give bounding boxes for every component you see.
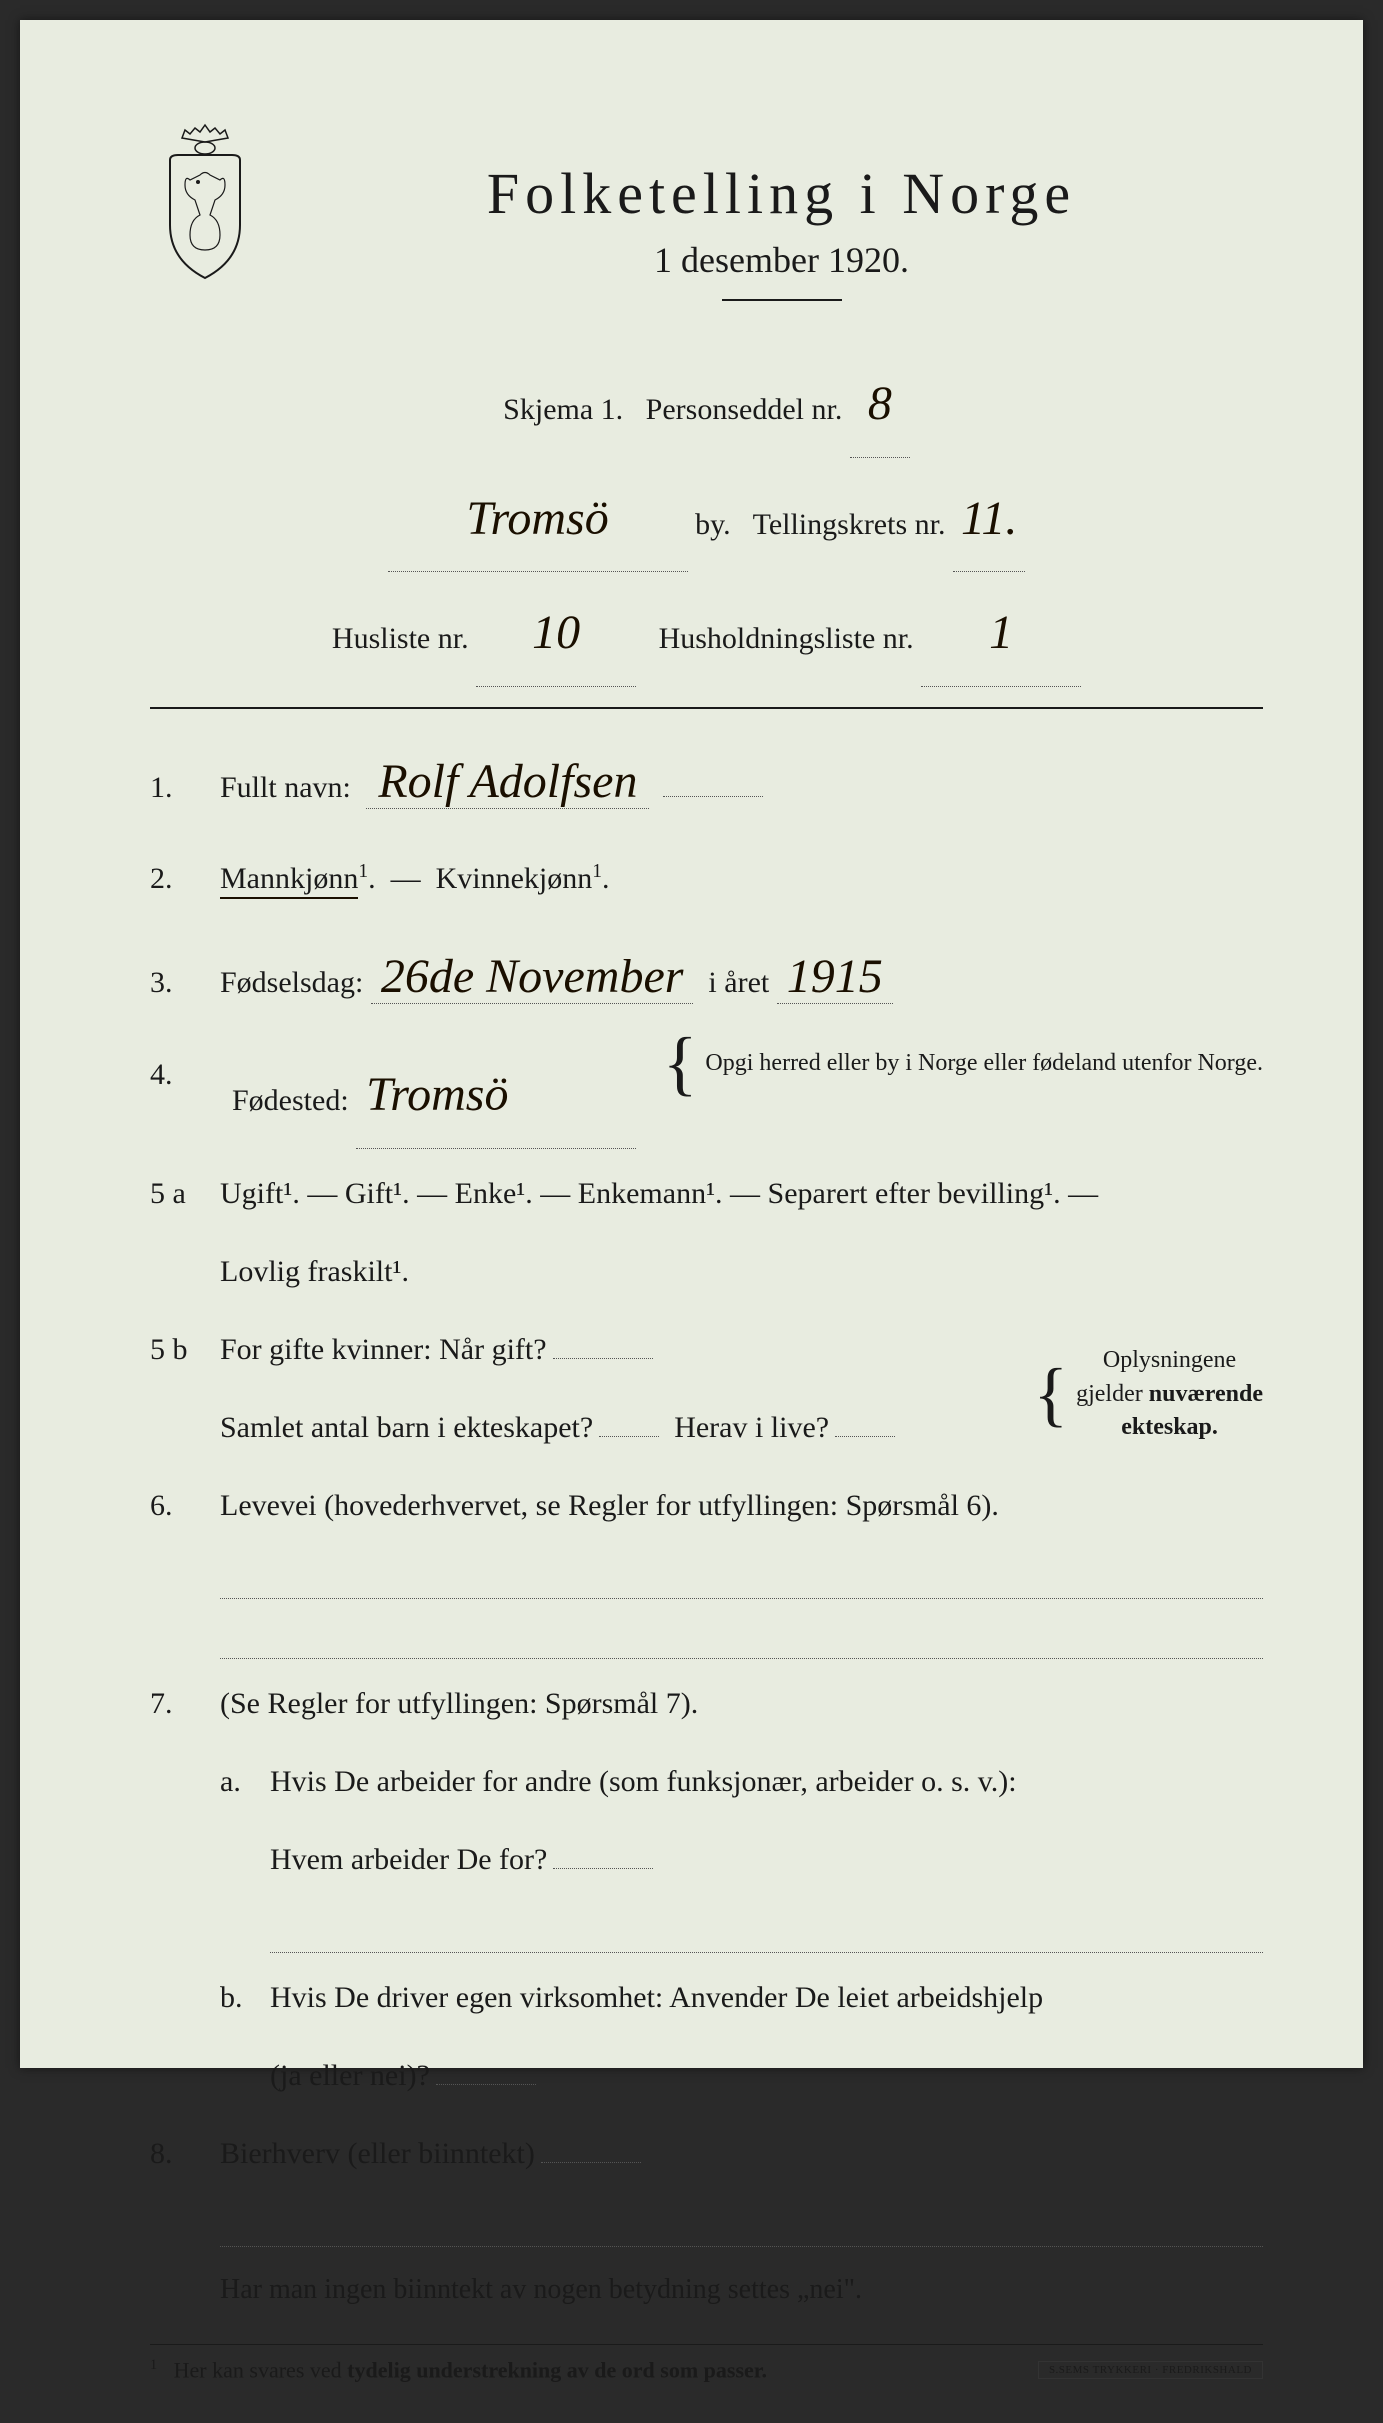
q1-value: Rolf Adolfsen [366, 755, 649, 809]
q7a-text1: Hvis De arbeider for andre (som funksjon… [270, 1749, 1263, 1815]
footnote-text: 1 Her kan svares ved tydelig understrekn… [150, 2357, 767, 2383]
q5b-left: 5 b For gifte kvinner: Når gift? Samlet … [150, 1317, 1024, 1473]
main-title: Folketelling i Norge [300, 160, 1263, 227]
q3-num: 3. [150, 950, 220, 1016]
q8-num: 8. [150, 2121, 220, 2187]
q1-body: Fullt navn: Rolf Adolfsen [220, 729, 1263, 835]
q1-num: 1. [150, 755, 220, 821]
q2-male: Mannkjønn [220, 862, 358, 899]
brace-icon-2: { [1034, 1373, 1069, 1416]
q5a-body: Ugift¹. — Gift¹. — Enke¹. — Enkemann¹. —… [220, 1161, 1263, 1227]
q4-row: 4. Fødested: Tromsö { Opgi herred eller … [150, 1042, 1263, 1149]
q8-fill [220, 2199, 1263, 2247]
husliste-label: Husliste nr. [332, 622, 469, 655]
skjema-label: Skjema 1. [503, 393, 623, 426]
q7b-num: b. [220, 1965, 270, 2031]
q5b-note: Oplysningenegjelder nuværendeekteskap. [1076, 1344, 1263, 1445]
q7b-row: b. Hvis De driver egen virksomhet: Anven… [220, 1965, 1263, 2031]
q4-label: Fødested: [232, 1084, 349, 1117]
footnote-divider [150, 2344, 1263, 2345]
q2-body: Mannkjønn1. — Kvinnekjønn1. [220, 846, 1263, 912]
q3-body: Fødselsdag: 26de November i året 1915 [220, 924, 1263, 1030]
meta-line-2: Tromsö by. Tellingskrets nr. 11. [150, 466, 1263, 573]
printer-mark: S.SEMS TRYKKERI · FREDRIKSHALD [1038, 2361, 1263, 2379]
divider-1 [150, 707, 1263, 709]
q7b-text1: Hvis De driver egen virksomhet: Anvender… [270, 1965, 1263, 2031]
q7b-row2: (ja eller nei)? [270, 2043, 1263, 2109]
q6-label: Levevei (hovederhvervet, se Regler for u… [220, 1473, 1263, 1539]
q2-num: 2. [150, 846, 220, 912]
crest-svg [150, 120, 260, 280]
q1-dotted [663, 767, 763, 797]
meta-block: Skjema 1. Personseddel nr. 8 Tromsö by. … [150, 351, 1263, 687]
q7b-text2: (ja eller nei)? [270, 2043, 1263, 2109]
q7a-text2: Hvem arbeider De for? [270, 1827, 1263, 1893]
q7a-row2: Hvem arbeider De for? [270, 1827, 1263, 1893]
q5a-row2: Lovlig fraskilt¹. [150, 1239, 1263, 1305]
header: Folketelling i Norge 1 desember 1920. [150, 120, 1263, 331]
tellingskrets-nr: 11. [953, 466, 1025, 573]
q5a-options: Ugift¹. — Gift¹. — Enke¹. — Enkemann¹. —… [220, 1177, 1098, 1210]
husholdning-nr: 1 [921, 580, 1081, 687]
q3-label: Fødselsdag: [220, 966, 363, 999]
q6-fill-1 [220, 1551, 1263, 1599]
q2-female: Kvinnekjønn [436, 862, 593, 895]
tellingskrets-label: Tellingskrets nr. [753, 508, 946, 541]
meta-line-1: Skjema 1. Personseddel nr. 8 [150, 351, 1263, 458]
personseddel-label: Personseddel nr. [646, 393, 843, 426]
husholdning-label: Husholdningsliste nr. [659, 622, 914, 655]
meta-line-3: Husliste nr. 10 Husholdningsliste nr. 1 [150, 580, 1263, 687]
q5a-num: 5 a [150, 1161, 220, 1227]
q6-num: 6. [150, 1473, 220, 1539]
q5b-sidenote: { Oplysningenegjelder nuværendeekteskap. [1034, 1344, 1263, 1445]
subtitle: 1 desember 1920. [300, 239, 1263, 281]
q2-row: 2. Mannkjønn1. — Kvinnekjønn1. [150, 846, 1263, 912]
title-divider [722, 299, 842, 301]
q7a-fill [270, 1905, 1263, 1953]
census-page: Folketelling i Norge 1 desember 1920. Sk… [20, 20, 1363, 2068]
form-inner: Folketelling i Norge 1 desember 1920. Sk… [50, 80, 1333, 2423]
personseddel-nr: 8 [850, 351, 910, 458]
q4-value: Tromsö [356, 1042, 636, 1149]
brace-icon: { [663, 1042, 698, 1085]
q1-label: Fullt navn: [220, 771, 351, 804]
q3-day: 26de November [371, 950, 694, 1004]
by-name: Tromsö [388, 466, 688, 573]
q6-fill-2 [220, 1611, 1263, 1659]
q7-label: (Se Regler for utfyllingen: Spørsmål 7). [220, 1671, 1263, 1737]
by-suffix: by. [695, 508, 731, 541]
q5a-row: 5 a Ugift¹. — Gift¹. — Enke¹. — Enkemann… [150, 1161, 1263, 1227]
q3-row: 3. Fødselsdag: 26de November i året 1915 [150, 924, 1263, 1030]
q5b-row: 5 b For gifte kvinner: Når gift? Samlet … [150, 1317, 1263, 1473]
coat-of-arms-icon [150, 120, 260, 280]
q7-num: 7. [150, 1671, 220, 1737]
q8-row: 8. Bierhverv (eller biinntekt) [150, 2121, 1263, 2187]
q6-row: 6. Levevei (hovederhvervet, se Regler fo… [150, 1473, 1263, 1539]
q5a-options2: Lovlig fraskilt¹. [220, 1239, 1263, 1305]
q5b-line2: Samlet antal barn i ekteskapet? Herav i … [220, 1395, 1024, 1461]
q4-num: 4. [150, 1042, 220, 1108]
q7a-row: a. Hvis De arbeider for andre (som funks… [220, 1749, 1263, 1815]
q7a-num: a. [220, 1749, 270, 1815]
footnote-row: 1 Her kan svares ved tydelig understrekn… [150, 2357, 1263, 2383]
q7-row: 7. (Se Regler for utfyllingen: Spørsmål … [150, 1671, 1263, 1737]
q3-year-label: i året [708, 966, 769, 999]
q5b-line1: For gifte kvinner: Når gift? [220, 1317, 1024, 1383]
q3-year: 1915 [777, 950, 893, 1004]
q5b-num: 5 b [150, 1317, 220, 1383]
q1-row: 1. Fullt navn: Rolf Adolfsen [150, 729, 1263, 835]
q8-body: Bierhverv (eller biinntekt) [220, 2121, 1263, 2187]
husliste-nr: 10 [476, 580, 636, 687]
q4-sidenote: { Opgi herred eller by i Norge eller fød… [663, 1042, 1263, 1085]
footer-note: Har man ingen biinntekt av nogen betydni… [220, 2259, 1263, 2321]
questions: 1. Fullt navn: Rolf Adolfsen 2. Mannkjøn… [150, 729, 1263, 2320]
q4-body: Fødested: Tromsö [232, 1042, 651, 1149]
q4-note: Opgi herred eller by i Norge eller fødel… [705, 1047, 1263, 1081]
title-block: Folketelling i Norge 1 desember 1920. [300, 120, 1263, 331]
